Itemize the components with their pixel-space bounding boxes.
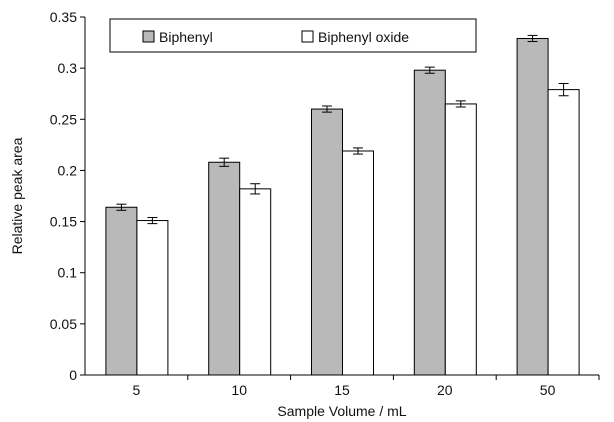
bar-biphenyl — [208, 161, 241, 376]
y-tick-label: 0.15 — [50, 214, 77, 230]
bar-biphenyl — [105, 206, 138, 376]
y-tick-label: 0.2 — [58, 162, 78, 178]
bar-biphenyl-oxide — [547, 89, 580, 376]
y-axis-title: Relative peak area — [9, 137, 25, 254]
bar-biphenyl-oxide — [342, 150, 374, 376]
bar-biphenyl-oxide — [239, 188, 272, 376]
bar-biphenyl — [311, 108, 343, 376]
y-tick-label: 0 — [69, 367, 77, 383]
y-tick-label: 0.3 — [58, 60, 78, 76]
y-tick-label: 0.25 — [50, 111, 77, 127]
y-tick-label: 0.35 — [50, 9, 77, 25]
x-axis-title: Sample Volume / mL — [277, 403, 406, 419]
x-tick-label: 10 — [231, 382, 247, 398]
legend-swatch-biphenyl — [142, 30, 155, 43]
legend-label-biphenyl: Biphenyl — [159, 29, 213, 45]
bar-biphenyl-oxide — [444, 103, 477, 376]
x-tick-label: 50 — [540, 382, 556, 398]
x-tick-label: 15 — [334, 382, 350, 398]
legend-label-biphenyl-oxide: Biphenyl oxide — [318, 29, 409, 45]
bar-biphenyl-oxide — [136, 220, 169, 376]
legend: Biphenyl Biphenyl oxide — [109, 18, 477, 53]
y-tick-label: 0.1 — [58, 265, 78, 281]
bar-biphenyl — [413, 69, 446, 376]
bar-biphenyl — [516, 37, 549, 376]
x-tick-label: 20 — [437, 382, 453, 398]
y-tick-label: 0.05 — [50, 316, 77, 332]
x-tick-label: 5 — [133, 382, 141, 398]
legend-swatch-biphenyl-oxide — [301, 30, 314, 43]
legend-box — [109, 18, 477, 53]
plot-area: 0 0.05 0.1 0.15 0.2 0.25 0.3 0.35 5 10 15 20 50 — [50, 9, 600, 398]
